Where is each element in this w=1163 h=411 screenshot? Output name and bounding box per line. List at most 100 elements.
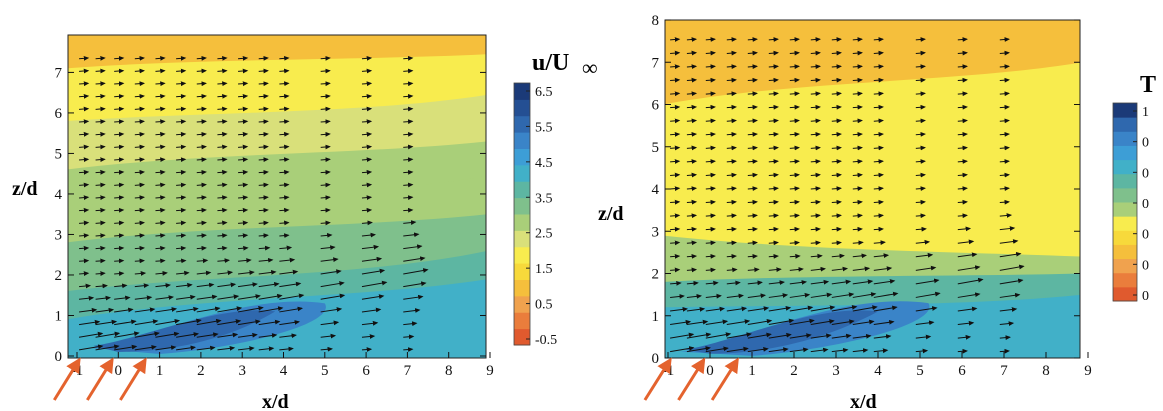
velocity-vector	[726, 199, 737, 205]
velocity-vector	[789, 186, 800, 192]
velocity-vector	[999, 264, 1025, 271]
velocity-vector	[361, 244, 380, 250]
velocity-vector	[789, 226, 800, 232]
y-tick-label: 6	[652, 98, 660, 114]
velocity-vector	[747, 118, 758, 124]
velocity-vector	[238, 169, 249, 175]
velocity-vector	[279, 269, 299, 275]
velocity-vector	[95, 271, 106, 276]
velocity-vector	[852, 226, 863, 232]
velocity-vector	[831, 347, 849, 353]
velocity-vector	[705, 319, 729, 326]
velocity-vector	[705, 50, 716, 56]
velocity-vector	[789, 213, 800, 219]
velocity-vector	[403, 256, 426, 262]
velocity-vector	[726, 267, 738, 273]
velocity-vector	[1084, 214, 1099, 216]
velocity-vector	[79, 245, 90, 251]
velocity-vector	[873, 291, 899, 298]
velocity-vector	[957, 213, 968, 219]
velocity-vector	[320, 169, 331, 175]
y-tick-label: 2	[652, 267, 660, 283]
colorbar-tick-label: 1.5	[535, 262, 553, 277]
x-tick-label: 3	[832, 363, 840, 379]
velocity-vector	[79, 131, 90, 137]
x-tick-label: 0	[115, 363, 123, 379]
velocity-vector	[915, 91, 926, 97]
velocity-vector	[789, 132, 800, 137]
velocity-vector	[747, 64, 758, 70]
velocity-vector	[114, 169, 125, 175]
colorbar-segment	[514, 312, 530, 330]
velocity-vector	[705, 145, 716, 151]
velocity-vector	[279, 81, 290, 87]
velocity-vector	[670, 307, 689, 312]
velocity-vector	[1084, 227, 1103, 230]
velocity-vector	[670, 294, 685, 299]
velocity-vector	[320, 131, 331, 137]
velocity-vector	[810, 77, 821, 83]
velocity-vector	[747, 267, 760, 273]
velocity-vector	[810, 64, 821, 70]
velocity-vector	[789, 104, 800, 110]
velocity-vector	[686, 346, 711, 353]
velocity-vector	[789, 318, 815, 326]
velocity-vector	[831, 132, 842, 137]
velocity-vector	[238, 195, 249, 201]
colorbar-tick-label: 0	[1142, 228, 1149, 243]
velocity-vector	[831, 253, 845, 259]
velocity-vector	[686, 293, 703, 299]
velocity-vector	[852, 333, 872, 339]
velocity-vector	[831, 50, 842, 56]
velocity-vector	[726, 172, 737, 178]
velocity-vector	[258, 169, 269, 175]
y-tick-label: 7	[55, 65, 63, 81]
velocity-vector	[789, 280, 808, 285]
colorbar-segment	[514, 99, 530, 117]
velocity-vector	[176, 220, 187, 226]
velocity-vector	[196, 55, 207, 61]
y-tick-label: 8	[652, 13, 660, 29]
velocity-vector	[670, 104, 681, 110]
x-tick-label: 5	[321, 363, 329, 379]
velocity-vector	[176, 245, 187, 251]
velocity-vector	[726, 118, 737, 124]
y-tick-label: 6	[55, 106, 63, 122]
velocity-vector	[320, 269, 342, 275]
velocity-vector	[670, 332, 695, 339]
velocity-vector	[320, 157, 331, 163]
velocity-vector	[114, 271, 125, 276]
velocity-vector	[686, 145, 698, 151]
velocity-vector	[114, 119, 125, 125]
velocity-vector	[114, 307, 134, 313]
velocity-vector	[915, 145, 926, 151]
velocity-vector	[320, 144, 331, 150]
velocity-vector	[999, 199, 1010, 205]
velocity-vector	[217, 119, 228, 125]
velocity-vector	[78, 319, 101, 326]
velocity-vector	[279, 131, 290, 137]
colorbar-segment	[514, 230, 530, 248]
velocity-vector	[196, 207, 207, 213]
velocity-vector	[176, 119, 187, 125]
velocity-vector	[810, 37, 821, 42]
velocity-vector	[485, 159, 486, 161]
velocity-vector	[320, 81, 331, 87]
velocity-vector	[320, 346, 333, 352]
velocity-vector	[279, 195, 290, 201]
velocity-vector	[957, 118, 968, 124]
velocity-vector	[155, 195, 166, 201]
velocity-vector	[810, 50, 821, 56]
contour-field	[665, 20, 1103, 358]
velocity-vector	[155, 182, 166, 188]
velocity-vector	[95, 195, 106, 201]
velocity-vector	[279, 245, 293, 251]
velocity-vector	[747, 159, 758, 164]
velocity-vector	[79, 283, 92, 289]
velocity-vector	[114, 319, 137, 326]
colorbar-tick-label: 1	[1142, 105, 1149, 120]
colorbar-frame	[1112, 102, 1138, 302]
velocity-vector	[217, 245, 228, 251]
velocity-vector	[176, 81, 187, 87]
velocity-vector	[134, 93, 145, 99]
